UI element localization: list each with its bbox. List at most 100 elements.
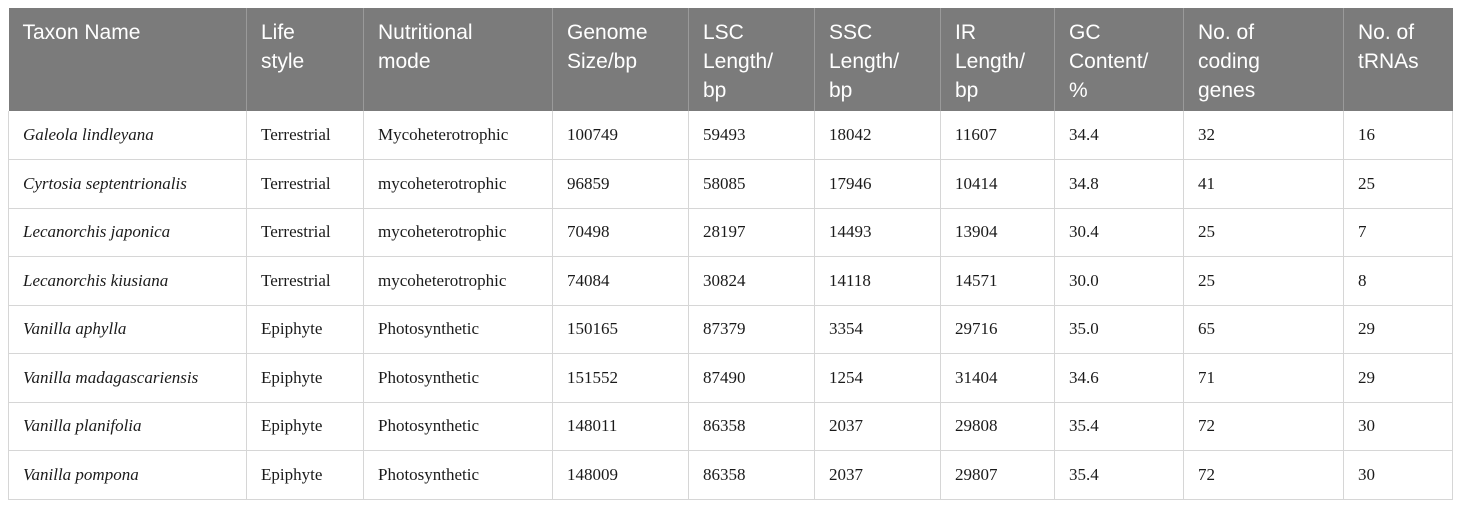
column-header-line: Content/ — [1069, 50, 1149, 73]
table-cell: 25 — [1343, 159, 1453, 209]
table-body: Galeola lindleyana Terrestrial Mycoheterot… — [8, 111, 1453, 500]
column-header-line: Genome — [567, 21, 648, 44]
table-cell: 32 — [1183, 111, 1344, 160]
taxon-name-cell: Vanilla aphylla — [8, 305, 247, 354]
data-table-container: Taxon Name Life style Nutritional mode Genome… — [8, 8, 1453, 500]
table-cell: 59493 — [688, 111, 815, 160]
table-cell: Epiphyte — [246, 353, 364, 403]
table-cell: 25 — [1183, 256, 1344, 306]
table-cell: 29 — [1343, 305, 1453, 354]
table-cell: Epiphyte — [246, 450, 364, 500]
genome-table: Taxon Name Life style Nutritional mode Genome… — [8, 8, 1453, 500]
column-header: Taxon Name — [8, 8, 247, 111]
table-cell: 1254 — [814, 353, 941, 403]
column-header-line: mode — [378, 50, 431, 73]
table-cell: 58085 — [688, 159, 815, 209]
column-header-line: No. of — [1358, 21, 1415, 44]
taxon-name-cell: Cyrtosia septentrionalis — [8, 159, 247, 209]
table-cell: 34.4 — [1054, 111, 1184, 160]
table-cell: 150165 — [552, 305, 689, 354]
taxon-name-cell: Vanilla planifolia — [8, 402, 247, 451]
table-cell: 3354 — [814, 305, 941, 354]
table-cell: Epiphyte — [246, 305, 364, 354]
column-header-line: SSC — [829, 21, 873, 44]
table-cell: Epiphyte — [246, 402, 364, 451]
table-cell: 30.4 — [1054, 208, 1184, 257]
table-cell: 34.6 — [1054, 353, 1184, 403]
taxon-name-cell: Lecanorchis kiusiana — [8, 256, 247, 306]
table-cell: 7 — [1343, 208, 1453, 257]
table-cell: 74084 — [552, 256, 689, 306]
table-cell: 29807 — [940, 450, 1055, 500]
table-cell: 25 — [1183, 208, 1344, 257]
table-cell: 14118 — [814, 256, 941, 306]
column-header-line: bp — [829, 79, 853, 102]
table-cell: 35.4 — [1054, 450, 1184, 500]
taxon-name-cell: Galeola lindleyana — [8, 111, 247, 160]
table-cell: Photosynthetic — [363, 353, 553, 403]
table-row: Vanilla planifolia Epiphyte Photosynthetic… — [8, 402, 1453, 451]
table-cell: 2037 — [814, 402, 941, 451]
column-header-line: bp — [955, 79, 979, 102]
table-cell: 30 — [1343, 450, 1453, 500]
table-cell: 8 — [1343, 256, 1453, 306]
column-header: Nutritional mode — [363, 8, 553, 111]
table-cell: 72 — [1183, 450, 1344, 500]
column-header-line: genes — [1198, 79, 1256, 102]
column-header: IR Length/bp — [940, 8, 1055, 111]
table-cell: Photosynthetic — [363, 450, 553, 500]
column-header-line: LSC — [703, 21, 744, 44]
taxon-name-cell: Vanilla madagascariensis — [8, 353, 247, 403]
table-cell: Terrestrial — [246, 111, 364, 160]
table-cell: 151552 — [552, 353, 689, 403]
table-cell: 86358 — [688, 402, 815, 451]
column-header-line: GC — [1069, 21, 1101, 44]
column-header-line: bp — [703, 79, 727, 102]
column-header: No. of tRNAs — [1344, 8, 1453, 111]
table-cell: 86358 — [688, 450, 815, 500]
table-cell: 96859 — [552, 159, 689, 209]
table-cell: 35.0 — [1054, 305, 1184, 354]
table-cell: mycoheterotrophic — [363, 256, 553, 306]
table-row: Cyrtosia septentrionalis Terrestrial mycoh… — [8, 159, 1453, 209]
table-cell: 100749 — [552, 111, 689, 160]
table-header: Taxon Name Life style Nutritional mode Genome… — [8, 8, 1453, 111]
table-cell: 11607 — [940, 111, 1055, 160]
column-header: LSC Length/bp — [688, 8, 815, 111]
column-header-line: Size/bp — [567, 50, 638, 73]
table-cell: Photosynthetic — [363, 305, 553, 354]
table-cell: 35.4 — [1054, 402, 1184, 451]
table-row: Vanilla pompona Epiphyte Photosynthetic 148… — [8, 450, 1453, 500]
table-cell: 71 — [1183, 353, 1344, 403]
table-cell: 148009 — [552, 450, 689, 500]
table-cell: 29 — [1343, 353, 1453, 403]
table-cell: 87490 — [688, 353, 815, 403]
column-header-line: tRNAs — [1358, 50, 1419, 73]
table-row: Galeola lindleyana Terrestrial Mycoheterot… — [8, 111, 1453, 160]
column-header-line: style — [261, 50, 305, 73]
table-cell: 31404 — [940, 353, 1055, 403]
column-header: GC Content/% — [1054, 8, 1184, 111]
table-cell: 16 — [1343, 111, 1453, 160]
table-cell: 29716 — [940, 305, 1055, 354]
table-cell: 10414 — [940, 159, 1055, 209]
table-cell: Terrestrial — [246, 208, 364, 257]
table-cell: 2037 — [814, 450, 941, 500]
header-row: Taxon Name Life style Nutritional mode Genome… — [8, 8, 1453, 111]
table-cell: 13904 — [940, 208, 1055, 257]
table-row: Lecanorchis kiusiana Terrestrial mycoheter… — [8, 256, 1453, 306]
table-cell: 28197 — [688, 208, 815, 257]
table-row: Vanilla madagascariensis Epiphyte Photosyn… — [8, 353, 1453, 403]
column-header: SSC Length/bp — [814, 8, 941, 111]
table-cell: mycoheterotrophic — [363, 159, 553, 209]
table-cell: Photosynthetic — [363, 402, 553, 451]
column-header-line: Length/ — [703, 50, 774, 73]
table-cell: 29808 — [940, 402, 1055, 451]
table-cell: 17946 — [814, 159, 941, 209]
table-cell: 87379 — [688, 305, 815, 354]
table-cell: 148011 — [552, 402, 689, 451]
column-header-line: Life — [261, 21, 295, 44]
table-cell: 14571 — [940, 256, 1055, 306]
column-header-line: IR — [955, 21, 976, 44]
table-cell: 70498 — [552, 208, 689, 257]
